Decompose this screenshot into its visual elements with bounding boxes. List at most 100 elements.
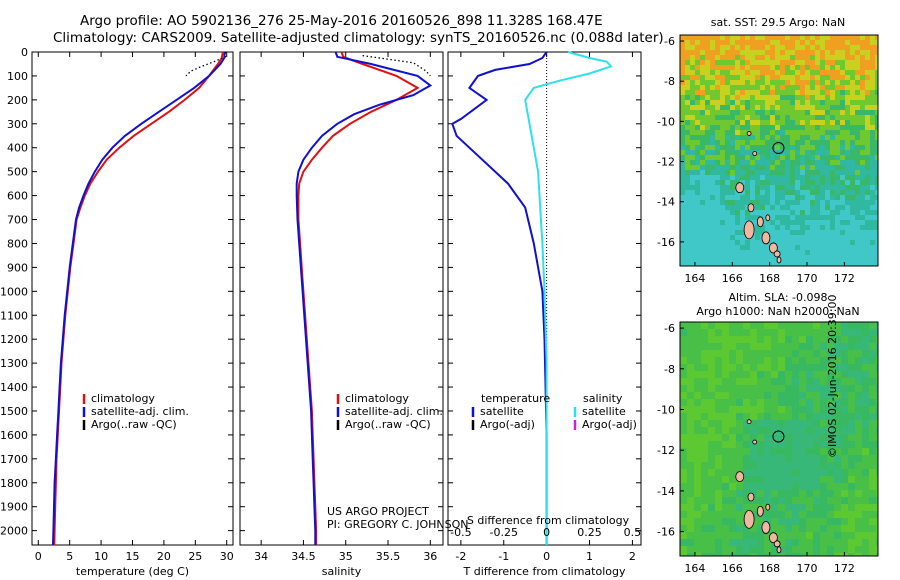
heatmap-cell [800, 210, 805, 215]
heatmap-cell [820, 385, 827, 392]
heatmap-cell [770, 65, 775, 70]
heatmap-cell [705, 100, 710, 105]
heatmap-cell [755, 95, 760, 100]
heatmap-cell [725, 125, 730, 130]
heatmap-cell [680, 250, 685, 255]
heatmap-cell [720, 240, 725, 245]
heatmap-cell [848, 539, 855, 546]
heatmap-cell [845, 260, 850, 265]
heatmap-cell [760, 135, 765, 140]
heatmap-cell [865, 170, 870, 175]
heatmap-cell [862, 469, 869, 476]
heatmap-cell [687, 497, 694, 504]
heatmap-cell [865, 150, 870, 155]
heatmap-cell [722, 511, 729, 518]
heatmap-cell [720, 90, 725, 95]
heatmap-cell [743, 504, 750, 511]
heatmap-cell [722, 427, 729, 434]
heatmap-cell [860, 100, 865, 105]
heatmap-cell [869, 448, 876, 455]
header-line-1: Argo profile: AO 5902136_276 25-May-2016… [80, 13, 603, 29]
heatmap-cell [720, 245, 725, 250]
heatmap-cell [715, 190, 720, 195]
heatmap-cell [865, 230, 870, 235]
heatmap-cell [860, 105, 865, 110]
heatmap-cell [780, 205, 785, 210]
heatmap-cell [827, 441, 834, 448]
heatmap-cell [840, 135, 845, 140]
heatmap-cell [780, 75, 785, 80]
heatmap-cell [771, 336, 778, 343]
heatmap-cell [785, 130, 790, 135]
heatmap-cell [780, 180, 785, 185]
heatmap-cell [855, 90, 860, 95]
heatmap-cell [840, 65, 845, 70]
heatmap-cell [755, 85, 760, 90]
heatmap-cell [690, 175, 695, 180]
heatmap-cell [813, 350, 820, 357]
heatmap-cell [760, 105, 765, 110]
heatmap-cell [845, 180, 850, 185]
heatmap-cell [715, 85, 720, 90]
heatmap-cell [875, 105, 878, 110]
heatmap-cell [765, 140, 770, 145]
heatmap-cell [815, 100, 820, 105]
heatmap-cell [835, 110, 840, 115]
heatmap-cell [845, 75, 850, 80]
heatmap-cell [820, 378, 827, 385]
heatmap-cell [715, 357, 722, 364]
heatmap-cell [800, 130, 805, 135]
heatmap-cell [715, 427, 722, 434]
heatmap-cell [845, 100, 850, 105]
heatmap-cell [765, 165, 770, 170]
heatmap-cell [855, 95, 860, 100]
heatmap-cell [815, 175, 820, 180]
heatmap-cell [825, 205, 830, 210]
map-frame [679, 321, 879, 557]
heatmap-cell [820, 105, 825, 110]
heatmap-cell [865, 240, 870, 245]
heatmap-cell [820, 160, 825, 165]
heatmap-cell [825, 250, 830, 255]
heatmap-cell [770, 160, 775, 165]
heatmap-cell [740, 245, 745, 250]
heatmap-cell [805, 180, 810, 185]
heatmap-cell [820, 260, 825, 265]
heatmap-cell [780, 195, 785, 200]
heatmap-cell [735, 85, 740, 90]
heatmap-cell [855, 80, 860, 85]
heatmap-cell [869, 392, 876, 399]
heatmap-cell [715, 215, 720, 220]
heatmap-cell [869, 539, 876, 546]
heatmap-cell [780, 190, 785, 195]
x-tick-label: 25 [188, 550, 202, 563]
heatmap-cell [860, 235, 865, 240]
heatmap-cell [690, 140, 695, 145]
heatmap-cell [690, 60, 695, 65]
heatmap-cell [720, 230, 725, 235]
heatmap-cell [870, 170, 875, 175]
heatmap-cell [835, 180, 840, 185]
heatmap-cell [845, 140, 850, 145]
heatmap-cell [792, 546, 799, 553]
heatmap-cell [835, 170, 840, 175]
heatmap-cell [815, 140, 820, 145]
y-tick-label: 200 [7, 94, 28, 107]
heatmap-cell [820, 145, 825, 150]
heatmap-cell [701, 511, 708, 518]
heatmap-cell [722, 364, 729, 371]
heatmap-cell [815, 190, 820, 195]
heatmap-cell [735, 150, 740, 155]
heatmap-cell [680, 525, 687, 532]
heatmap-cell [795, 235, 800, 240]
heatmap-cell [750, 115, 755, 120]
heatmap-cell [840, 240, 845, 245]
heatmap-cell [876, 343, 878, 350]
heatmap-cell [715, 45, 720, 50]
heatmap-cell [865, 255, 870, 260]
legend-label: climatology [91, 392, 155, 405]
heatmap-cell [735, 230, 740, 235]
heatmap-cell [757, 525, 764, 532]
heatmap-cell [760, 255, 765, 260]
heatmap-cell [690, 255, 695, 260]
